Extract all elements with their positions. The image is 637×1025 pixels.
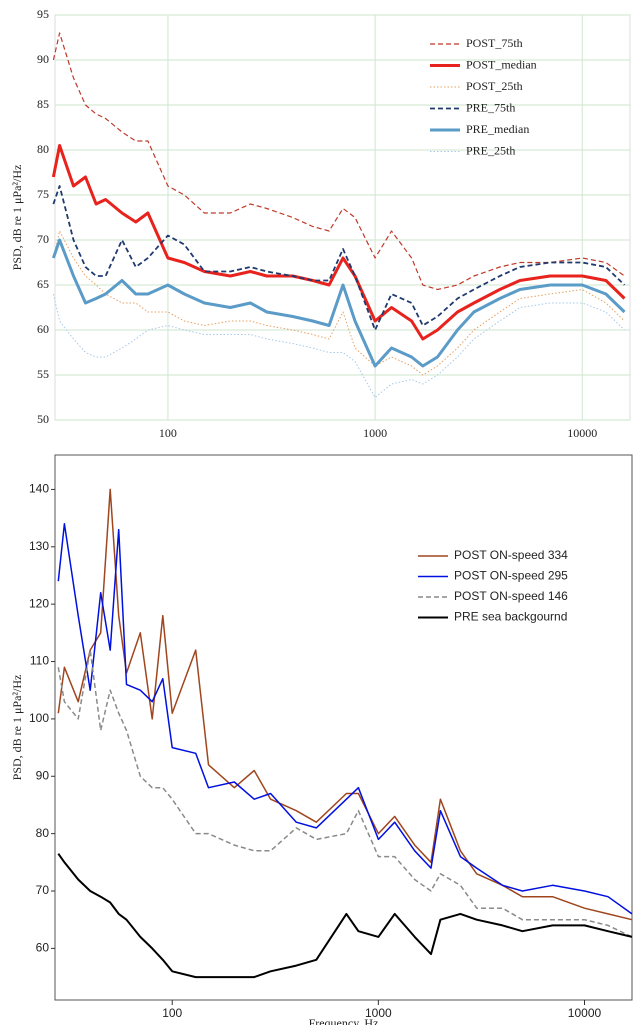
legend-label: POST_75th <box>466 36 523 50</box>
series-line <box>51 144 626 341</box>
y-tick-label: 80 <box>37 142 49 156</box>
legend-label: POST ON-speed 146 <box>454 589 568 603</box>
x-tick-label: 1000 <box>363 426 387 440</box>
series-line <box>57 853 633 979</box>
series-line <box>51 238 626 368</box>
series-line <box>57 523 633 915</box>
y-tick-label: 50 <box>37 412 49 426</box>
series-line <box>57 488 633 921</box>
y-tick-label: 100 <box>29 711 49 725</box>
y-tick-label: 90 <box>36 768 50 782</box>
y-axis-label: PSD, dB re 1 μPa²/Hz <box>10 675 24 781</box>
legend-label: PRE_median <box>466 122 529 136</box>
legend-label: PRE_25th <box>466 143 515 157</box>
y-tick-label: 60 <box>36 941 50 955</box>
y-tick-label: 90 <box>37 52 49 66</box>
y-tick-label: 130 <box>29 539 49 553</box>
series-line <box>52 293 625 398</box>
y-tick-label: 140 <box>29 482 49 496</box>
x-tick-label: 1000 <box>365 1006 392 1020</box>
legend-label: PRE_75th <box>466 100 515 114</box>
y-tick-label: 70 <box>37 232 49 246</box>
x-tick-label: 10000 <box>567 426 597 440</box>
series-line <box>52 32 625 291</box>
legend-label: POST_median <box>466 57 537 71</box>
x-tick-label: 100 <box>162 1006 182 1020</box>
x-axis-label: Frequency, Hz <box>309 1016 379 1025</box>
y-tick-label: 120 <box>29 596 49 610</box>
legend-label: PRE sea backgournd <box>454 610 567 624</box>
y-axis-label: PSD, dB re 1 μPa²/Hz <box>10 165 24 271</box>
y-tick-label: 80 <box>36 826 50 840</box>
legend-label: POST ON-speed 295 <box>454 569 568 583</box>
y-tick-label: 55 <box>37 367 49 381</box>
series-line <box>52 230 625 376</box>
y-tick-label: 75 <box>37 187 49 201</box>
y-tick-label: 110 <box>30 654 49 668</box>
y-tick-label: 95 <box>37 7 49 21</box>
plot-area <box>54 454 633 1001</box>
x-tick-label: 100 <box>159 426 177 440</box>
legend-label: POST ON-speed 334 <box>454 548 568 562</box>
legend-label: POST_25th <box>466 79 523 93</box>
y-tick-label: 65 <box>37 277 49 291</box>
x-tick-label: 10000 <box>568 1006 602 1020</box>
series-line <box>57 649 633 938</box>
y-tick-label: 70 <box>36 883 50 897</box>
y-tick-label: 60 <box>37 322 49 336</box>
y-tick-label: 85 <box>37 97 49 111</box>
series-line <box>52 185 626 331</box>
